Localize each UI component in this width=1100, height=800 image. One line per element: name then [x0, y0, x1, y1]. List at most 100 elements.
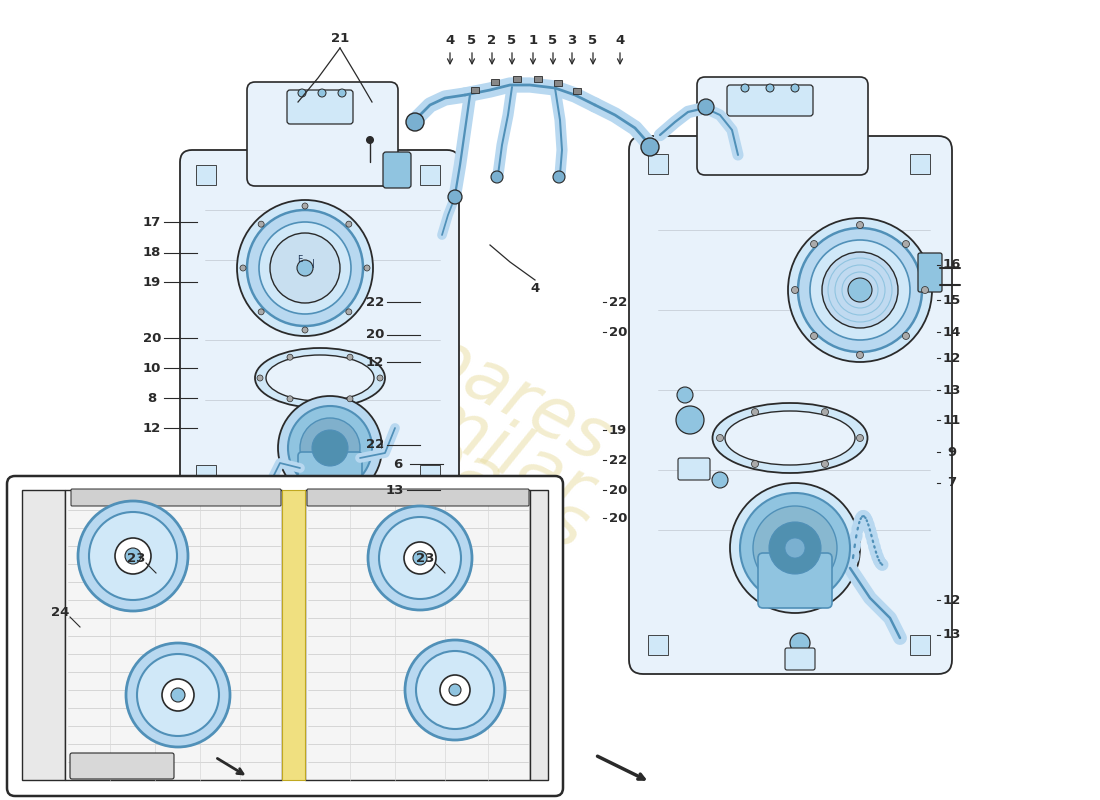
Circle shape [240, 265, 246, 271]
Circle shape [676, 406, 704, 434]
Bar [196, 465, 216, 485]
Circle shape [258, 221, 264, 227]
Circle shape [368, 506, 472, 610]
Text: 12: 12 [366, 355, 384, 369]
Bar [554, 80, 562, 86]
Circle shape [78, 501, 188, 611]
Circle shape [298, 89, 306, 97]
Circle shape [791, 84, 799, 92]
Text: 20: 20 [143, 331, 162, 345]
Circle shape [790, 633, 810, 653]
FancyBboxPatch shape [180, 150, 459, 512]
Text: 22: 22 [366, 438, 384, 451]
Circle shape [300, 418, 360, 478]
Text: 4: 4 [446, 34, 454, 46]
Circle shape [318, 89, 326, 97]
Circle shape [553, 171, 565, 183]
FancyBboxPatch shape [727, 85, 813, 116]
Text: 22: 22 [609, 295, 627, 309]
Circle shape [405, 640, 505, 740]
FancyBboxPatch shape [307, 489, 529, 506]
FancyBboxPatch shape [248, 82, 398, 186]
Bar [648, 635, 668, 655]
Circle shape [822, 409, 828, 415]
Text: 14: 14 [943, 326, 961, 338]
Circle shape [811, 333, 817, 339]
Text: E: E [297, 255, 302, 265]
Circle shape [312, 430, 348, 466]
Circle shape [170, 688, 185, 702]
Text: 5: 5 [507, 34, 517, 46]
Circle shape [798, 228, 922, 352]
Circle shape [257, 375, 263, 381]
Polygon shape [530, 490, 548, 780]
Bar [196, 165, 216, 185]
Bar [513, 76, 521, 82]
Circle shape [404, 542, 436, 574]
Bar [910, 635, 930, 655]
Text: 3: 3 [568, 34, 576, 46]
Circle shape [364, 265, 370, 271]
Text: similar: similar [356, 353, 603, 527]
Text: 4: 4 [530, 282, 540, 294]
Text: |: | [311, 258, 315, 267]
Circle shape [345, 309, 352, 315]
Circle shape [412, 551, 427, 565]
Ellipse shape [725, 411, 855, 465]
Text: 20: 20 [366, 329, 384, 342]
Circle shape [162, 679, 194, 711]
Circle shape [676, 387, 693, 403]
Circle shape [440, 675, 470, 705]
Circle shape [338, 89, 346, 97]
Bar [573, 88, 581, 94]
FancyBboxPatch shape [287, 90, 353, 124]
FancyBboxPatch shape [72, 489, 280, 506]
Text: 18: 18 [143, 246, 162, 259]
Bar [471, 87, 478, 93]
FancyBboxPatch shape [758, 553, 832, 608]
Bar [534, 76, 542, 82]
Text: 13: 13 [943, 383, 961, 397]
Circle shape [857, 434, 864, 442]
Text: 21: 21 [331, 31, 349, 45]
Text: 1: 1 [528, 34, 538, 46]
Circle shape [698, 99, 714, 115]
Polygon shape [22, 490, 65, 780]
Circle shape [730, 483, 860, 613]
Text: 8: 8 [147, 391, 156, 405]
Circle shape [857, 222, 864, 229]
FancyBboxPatch shape [383, 152, 411, 188]
Text: 6: 6 [394, 458, 403, 470]
Text: 20: 20 [608, 326, 627, 338]
Circle shape [857, 351, 864, 358]
Circle shape [377, 375, 383, 381]
Circle shape [236, 200, 373, 336]
Circle shape [345, 221, 352, 227]
Text: 11: 11 [943, 414, 961, 426]
Circle shape [769, 522, 821, 574]
Circle shape [785, 538, 805, 558]
Circle shape [902, 241, 910, 247]
Circle shape [712, 472, 728, 488]
Circle shape [792, 286, 799, 294]
Circle shape [379, 517, 461, 599]
Circle shape [248, 210, 363, 326]
Circle shape [740, 493, 850, 603]
Ellipse shape [266, 355, 374, 401]
Circle shape [126, 643, 230, 747]
Circle shape [116, 538, 151, 574]
Text: 4: 4 [615, 34, 625, 46]
Circle shape [902, 333, 910, 339]
Circle shape [346, 354, 353, 360]
Bar [910, 154, 930, 174]
FancyBboxPatch shape [678, 458, 710, 480]
Circle shape [822, 252, 898, 328]
Bar [420, 165, 440, 185]
Circle shape [810, 240, 910, 340]
FancyBboxPatch shape [785, 648, 815, 670]
Bar [491, 79, 499, 85]
Text: 12: 12 [943, 594, 961, 606]
Circle shape [766, 84, 774, 92]
Text: 23: 23 [416, 551, 434, 565]
Circle shape [848, 278, 872, 302]
